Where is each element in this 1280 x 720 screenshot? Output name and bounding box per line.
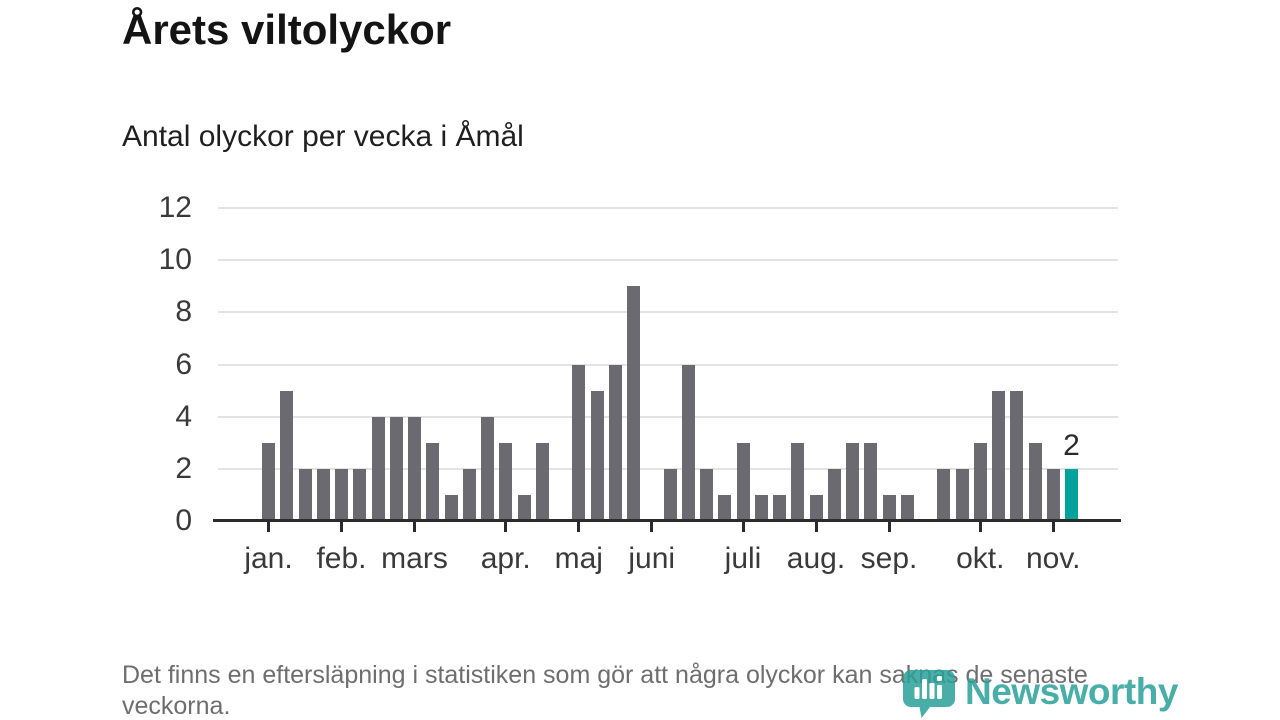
speech-bubble-bar-chart-icon (903, 670, 955, 718)
bar-week (517, 494, 531, 521)
y-axis-label: 0 (175, 504, 192, 537)
x-axis-month-label: nov. (1026, 542, 1081, 575)
x-axis-month-label: mars (381, 542, 448, 575)
chart-title: Årets viltolyckor (122, 6, 452, 53)
x-axis-month-label: okt. (956, 542, 1005, 575)
bar-week (773, 494, 786, 521)
x-axis-tick (504, 522, 508, 532)
x-axis-tick (340, 522, 343, 532)
bar-week (809, 494, 823, 521)
bar-week (754, 494, 768, 521)
x-axis-tick (577, 522, 581, 532)
x-axis-month-label: feb. (316, 542, 367, 575)
bar-week (973, 442, 987, 521)
bar-week (408, 416, 421, 521)
bar-week (535, 442, 549, 521)
x-axis-month-label: juni (628, 542, 676, 575)
bar-week (700, 468, 713, 521)
newsworthy-logo[interactable]: Newsworthy (902, 669, 1178, 719)
bar-week (663, 468, 677, 521)
newsworthy-wordmark: Newsworthy (965, 671, 1178, 712)
y-axis-label: 8 (175, 295, 192, 329)
bar-week (627, 286, 640, 521)
bar-week (481, 416, 494, 521)
bar-week (736, 442, 750, 521)
x-axis-tick (814, 522, 818, 532)
bar-week (791, 442, 805, 521)
x-axis-tick (978, 522, 982, 532)
bar-week (827, 468, 841, 521)
gridline-y8 (218, 311, 1118, 314)
bar-week (462, 468, 476, 521)
bar-week (1028, 442, 1042, 521)
bar-week (900, 494, 914, 521)
bar-week (864, 442, 878, 521)
gridline-y12 (218, 207, 1118, 210)
y-axis-label: 4 (175, 399, 192, 433)
x-axis-tick (413, 522, 416, 532)
x-axis-tick (741, 522, 745, 532)
y-axis-label: 10 (158, 243, 192, 277)
bar-week (590, 390, 604, 521)
bar-week (444, 494, 458, 521)
bar-week (846, 442, 859, 521)
bar-week (955, 468, 969, 521)
bar-week (371, 416, 385, 521)
x-axis-month-label: sep. (860, 542, 918, 575)
bar-week (316, 468, 330, 521)
x-axis-month-label: aug. (786, 542, 846, 575)
bar-week (992, 390, 1005, 521)
x-axis-month-label: maj (554, 542, 603, 575)
x-axis-month-label: apr. (480, 542, 531, 575)
gridline-y6 (218, 363, 1118, 366)
chart-subtitle: Antal olyckor per vecka i Åmål (122, 120, 524, 153)
bar-week (389, 416, 403, 521)
bar-week (608, 364, 622, 521)
x-axis-tick (267, 522, 270, 532)
x-axis-tick (1051, 522, 1055, 532)
bar-week (426, 442, 440, 521)
bar-week (353, 468, 367, 521)
bar-week (298, 468, 312, 521)
gridline-y10 (218, 259, 1118, 262)
bar-week (499, 442, 513, 521)
y-axis-label: 6 (175, 347, 192, 381)
bar-week (1046, 468, 1060, 521)
y-axis-label: 12 (158, 191, 192, 225)
bar-week (882, 494, 896, 521)
bar-week (1010, 390, 1024, 521)
x-axis-line (213, 519, 1121, 522)
bar-week-highlighted (1065, 468, 1078, 521)
bar-week (681, 364, 695, 521)
bar-week (572, 364, 586, 521)
x-axis-tick (650, 522, 654, 532)
last-bar-value-label: 2 (1063, 428, 1080, 462)
x-axis-tick (887, 522, 891, 532)
y-axis-label: 2 (175, 451, 192, 485)
bar-week (262, 442, 275, 521)
bar-week (280, 390, 294, 521)
bar-week (335, 468, 348, 521)
bar-week (937, 468, 951, 521)
x-axis-month-label: juli (724, 542, 762, 575)
gridline-y4 (218, 415, 1118, 418)
x-axis-month-label: jan. (244, 542, 293, 575)
bar-week (718, 494, 732, 521)
